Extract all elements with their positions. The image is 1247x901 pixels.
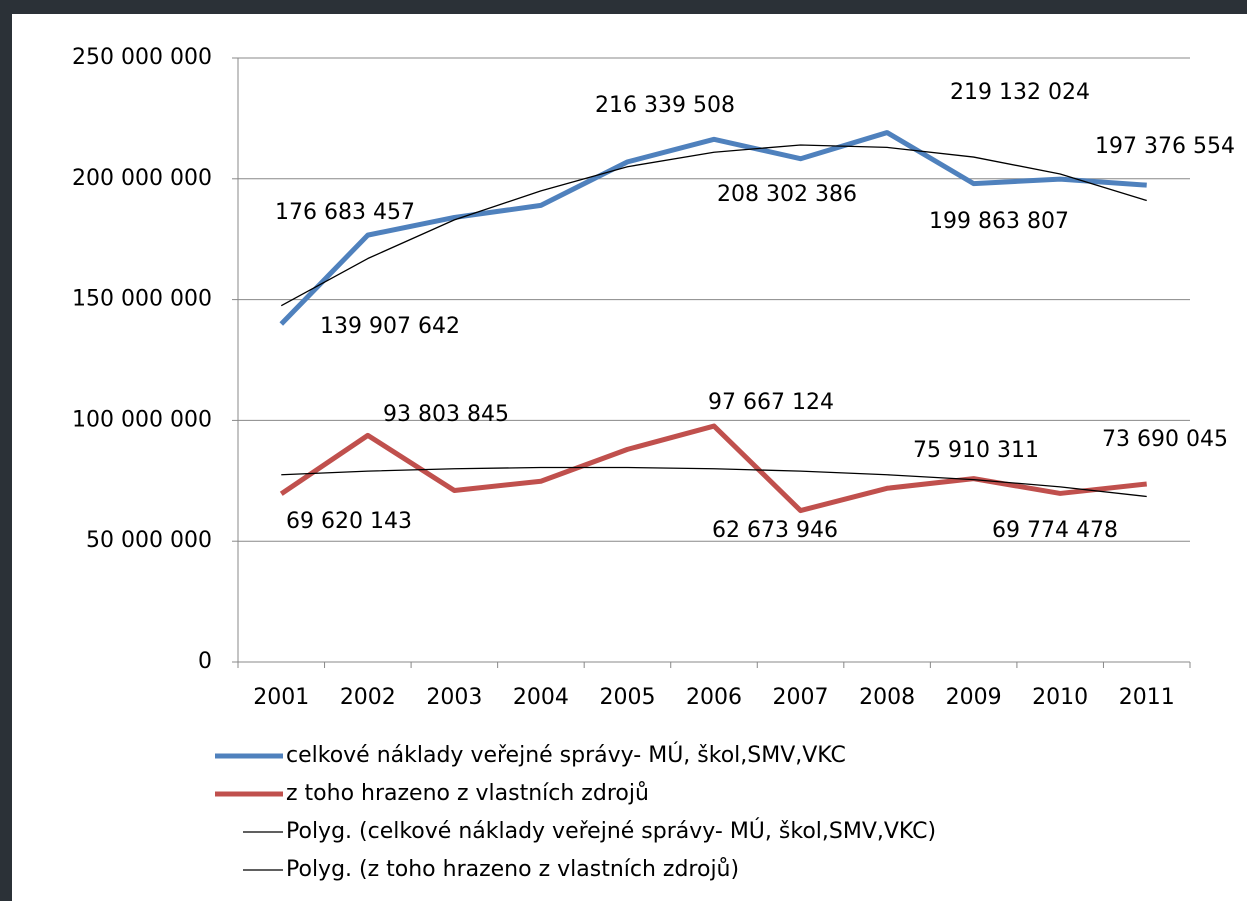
x-tick-label: 2010 — [1032, 685, 1088, 710]
data-label: 73 690 045 — [1102, 427, 1228, 452]
x-tick-label: 2009 — [946, 685, 1002, 710]
x-tick-label: 2008 — [859, 685, 915, 710]
y-tick-label: 100 000 000 — [72, 407, 212, 432]
data-label: 62 673 946 — [712, 518, 838, 543]
data-label: 216 339 508 — [595, 93, 735, 118]
data-label: 69 774 478 — [992, 518, 1118, 543]
y-tick-label: 200 000 000 — [72, 166, 212, 191]
x-tick-label: 2001 — [253, 685, 309, 710]
data-label: 219 132 024 — [950, 80, 1090, 105]
x-tick-label: 2006 — [686, 685, 742, 710]
y-tick-label: 50 000 000 — [86, 528, 212, 553]
data-label: 97 667 124 — [708, 390, 834, 415]
data-label: 69 620 143 — [286, 509, 412, 534]
y-tick-label: 0 — [198, 649, 212, 674]
x-tick-label: 2004 — [513, 685, 569, 710]
data-label: 176 683 457 — [275, 200, 415, 225]
y-tick-label: 150 000 000 — [72, 287, 212, 312]
legend-label: celkové náklady veřejné správy- MÚ, škol… — [286, 742, 846, 768]
series-line — [279, 423, 1148, 514]
legend-label: z toho hrazeno z vlastních zdrojů — [286, 781, 649, 806]
data-label: 199 863 807 — [929, 209, 1069, 234]
x-tick-label: 2005 — [599, 685, 655, 710]
x-tick-label: 2007 — [773, 685, 829, 710]
trend-line — [280, 144, 1147, 307]
series-line — [279, 130, 1147, 326]
data-label: 93 803 845 — [383, 402, 509, 427]
x-tick-label: 2011 — [1119, 685, 1175, 710]
data-label: 208 302 386 — [717, 182, 857, 207]
data-label: 139 907 642 — [320, 314, 460, 339]
x-tick-label: 2002 — [340, 685, 396, 710]
x-tick-label: 2003 — [426, 685, 482, 710]
legend-label: Polyg. (celkové náklady veřejné správy- … — [286, 818, 936, 844]
trend-line — [281, 466, 1147, 498]
data-label: 197 376 554 — [1095, 134, 1235, 159]
data-label: 75 910 311 — [913, 438, 1039, 463]
legend-label: Polyg. (z toho hrazeno z vlastních zdroj… — [286, 857, 739, 882]
y-tick-label: 250 000 000 — [72, 45, 212, 70]
